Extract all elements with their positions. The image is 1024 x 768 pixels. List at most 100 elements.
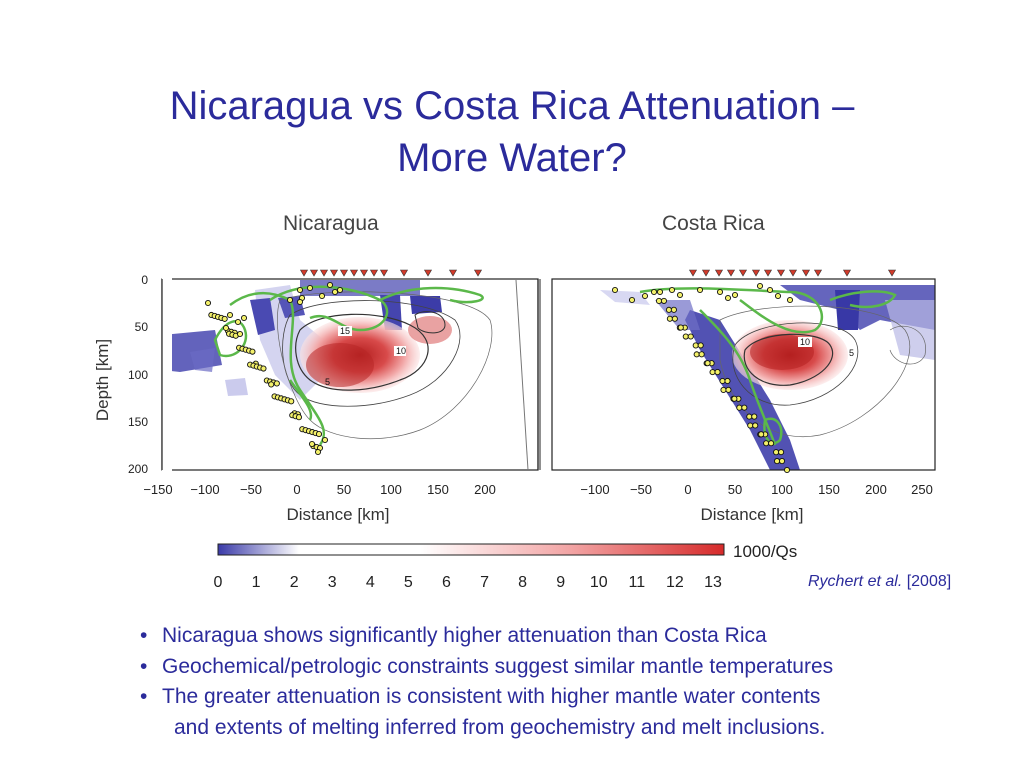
earthquake-marker [724,377,731,385]
station-marker [726,269,736,277]
earthquake-marker [670,306,677,313]
earthquake-marker [725,386,732,393]
earthquake-marker [697,342,704,349]
earthquake-marker [720,386,727,393]
earthquake-marker [758,431,765,438]
station-marker [801,269,811,277]
costa-rica-plot: 10 5 −100 −50 0 50 100 150 200 250 Dista… [539,269,936,524]
x-tick-label: −50 [630,482,652,497]
earthquake-marker [240,314,248,322]
bullet-text: Geochemical/petrologic constraints sugge… [162,654,834,678]
earthquake-marker [268,381,275,388]
earthquake-marker [656,288,664,296]
bullet-item: • The greater attenuation is consistent … [140,682,1010,713]
slide-title-line-2: More Water? [397,136,627,180]
bullet-marker: • [140,624,148,647]
earthquake-marker [641,292,649,300]
x-tick-label: −100 [580,482,609,497]
contour-label-10: 10 [396,346,406,356]
earthquake-marker [326,281,334,289]
nicaragua-plot: 15 10 5 0 50 100 150 200 Depth [km] −150… [93,269,539,524]
x-tick-label: 200 [474,482,496,497]
nicaragua-tomography [162,279,538,470]
earthquake-marker [221,315,228,322]
earthquake-marker [314,448,322,456]
earthquake-marker [682,333,689,340]
costa-rica-x-axis: −100 −50 0 50 100 150 200 250 [580,482,933,497]
x-tick-label: 100 [771,482,793,497]
station-marker [329,269,339,277]
slide-title-line-1: Nicaragua vs Costa Rica Attenuation – [169,84,855,128]
earthquake-marker [752,422,759,429]
earthquake-marker [273,380,280,387]
station-marker [714,269,724,277]
x-tick-label: 150 [818,482,840,497]
station-marker [319,269,329,277]
earthquake-marker [321,436,329,444]
station-marker [359,269,369,277]
station-marker [448,269,458,277]
earthquake-marker [318,292,326,300]
station-marker [887,269,897,277]
bullet-marker: • [140,654,148,678]
citation-bracket-open: [ [902,573,912,590]
station-marker [299,269,309,277]
station-marker [788,269,798,277]
colorbar-tick-label: 7 [480,574,489,591]
station-marker [776,269,786,277]
earthquake-marker [296,298,304,306]
earthquake-marker [692,342,699,349]
x-tick-label: 0 [293,482,300,497]
contour-label-10: 10 [800,337,810,347]
earthquake-marker [698,351,705,358]
colorbar-tick-label: 9 [556,574,565,591]
bullet-continuation: and extents of melting inferred from geo… [174,715,826,739]
earthquake-marker [650,288,658,296]
earthquake-marker [756,282,764,290]
x-tick-label: −50 [240,482,262,497]
costa-rica-earthquakes [611,282,794,474]
earthquake-marker [693,351,700,358]
station-marker [349,269,359,277]
earthquake-marker [288,398,295,405]
x-tick-label: 250 [911,482,933,497]
contour-label-5: 5 [849,348,854,358]
earthquake-marker [671,315,678,322]
earthquake-marker [676,291,684,299]
station-marker [738,269,748,277]
y-tick-label: 100 [128,368,148,382]
earthquake-marker [677,324,684,331]
earthquake-marker [665,306,672,313]
costa-rica-tomography [552,279,935,470]
colorbar-tick-label: 5 [404,574,413,591]
earthquake-marker [716,288,724,296]
earthquake-marker [222,324,230,332]
station-marker [379,269,389,277]
earthquake-marker [249,348,256,355]
colorbar-tick-label: 10 [590,574,608,591]
contour-label-15: 15 [340,326,350,336]
x-tick-label: 0 [684,482,691,497]
y-tick-label: 200 [128,462,148,476]
x-axis-title: Distance [km] [287,505,390,524]
x-tick-label: 150 [427,482,449,497]
earthquake-marker [778,449,785,456]
colorbar-tick-label: 13 [704,574,722,591]
earthquake-marker [747,422,754,429]
earthquake-marker [286,296,294,304]
station-marker [842,269,852,277]
x-axis-title: Distance [km] [701,505,804,524]
station-marker [473,269,483,277]
earthquake-marker [306,284,314,292]
earthquake-marker [628,296,636,304]
earthquake-marker [773,449,780,456]
colorbar-tick-label: 12 [666,574,684,591]
earthquake-marker [204,299,212,307]
colorbar-label: 1000/Qs [733,542,797,561]
earthquake-marker [308,440,316,448]
nicaragua-y-axis: 0 50 100 150 200 [128,273,148,476]
earthquake-marker [696,286,704,294]
y-tick-label: 50 [135,320,149,334]
earthquake-marker [315,431,323,438]
x-tick-label: 100 [380,482,402,497]
